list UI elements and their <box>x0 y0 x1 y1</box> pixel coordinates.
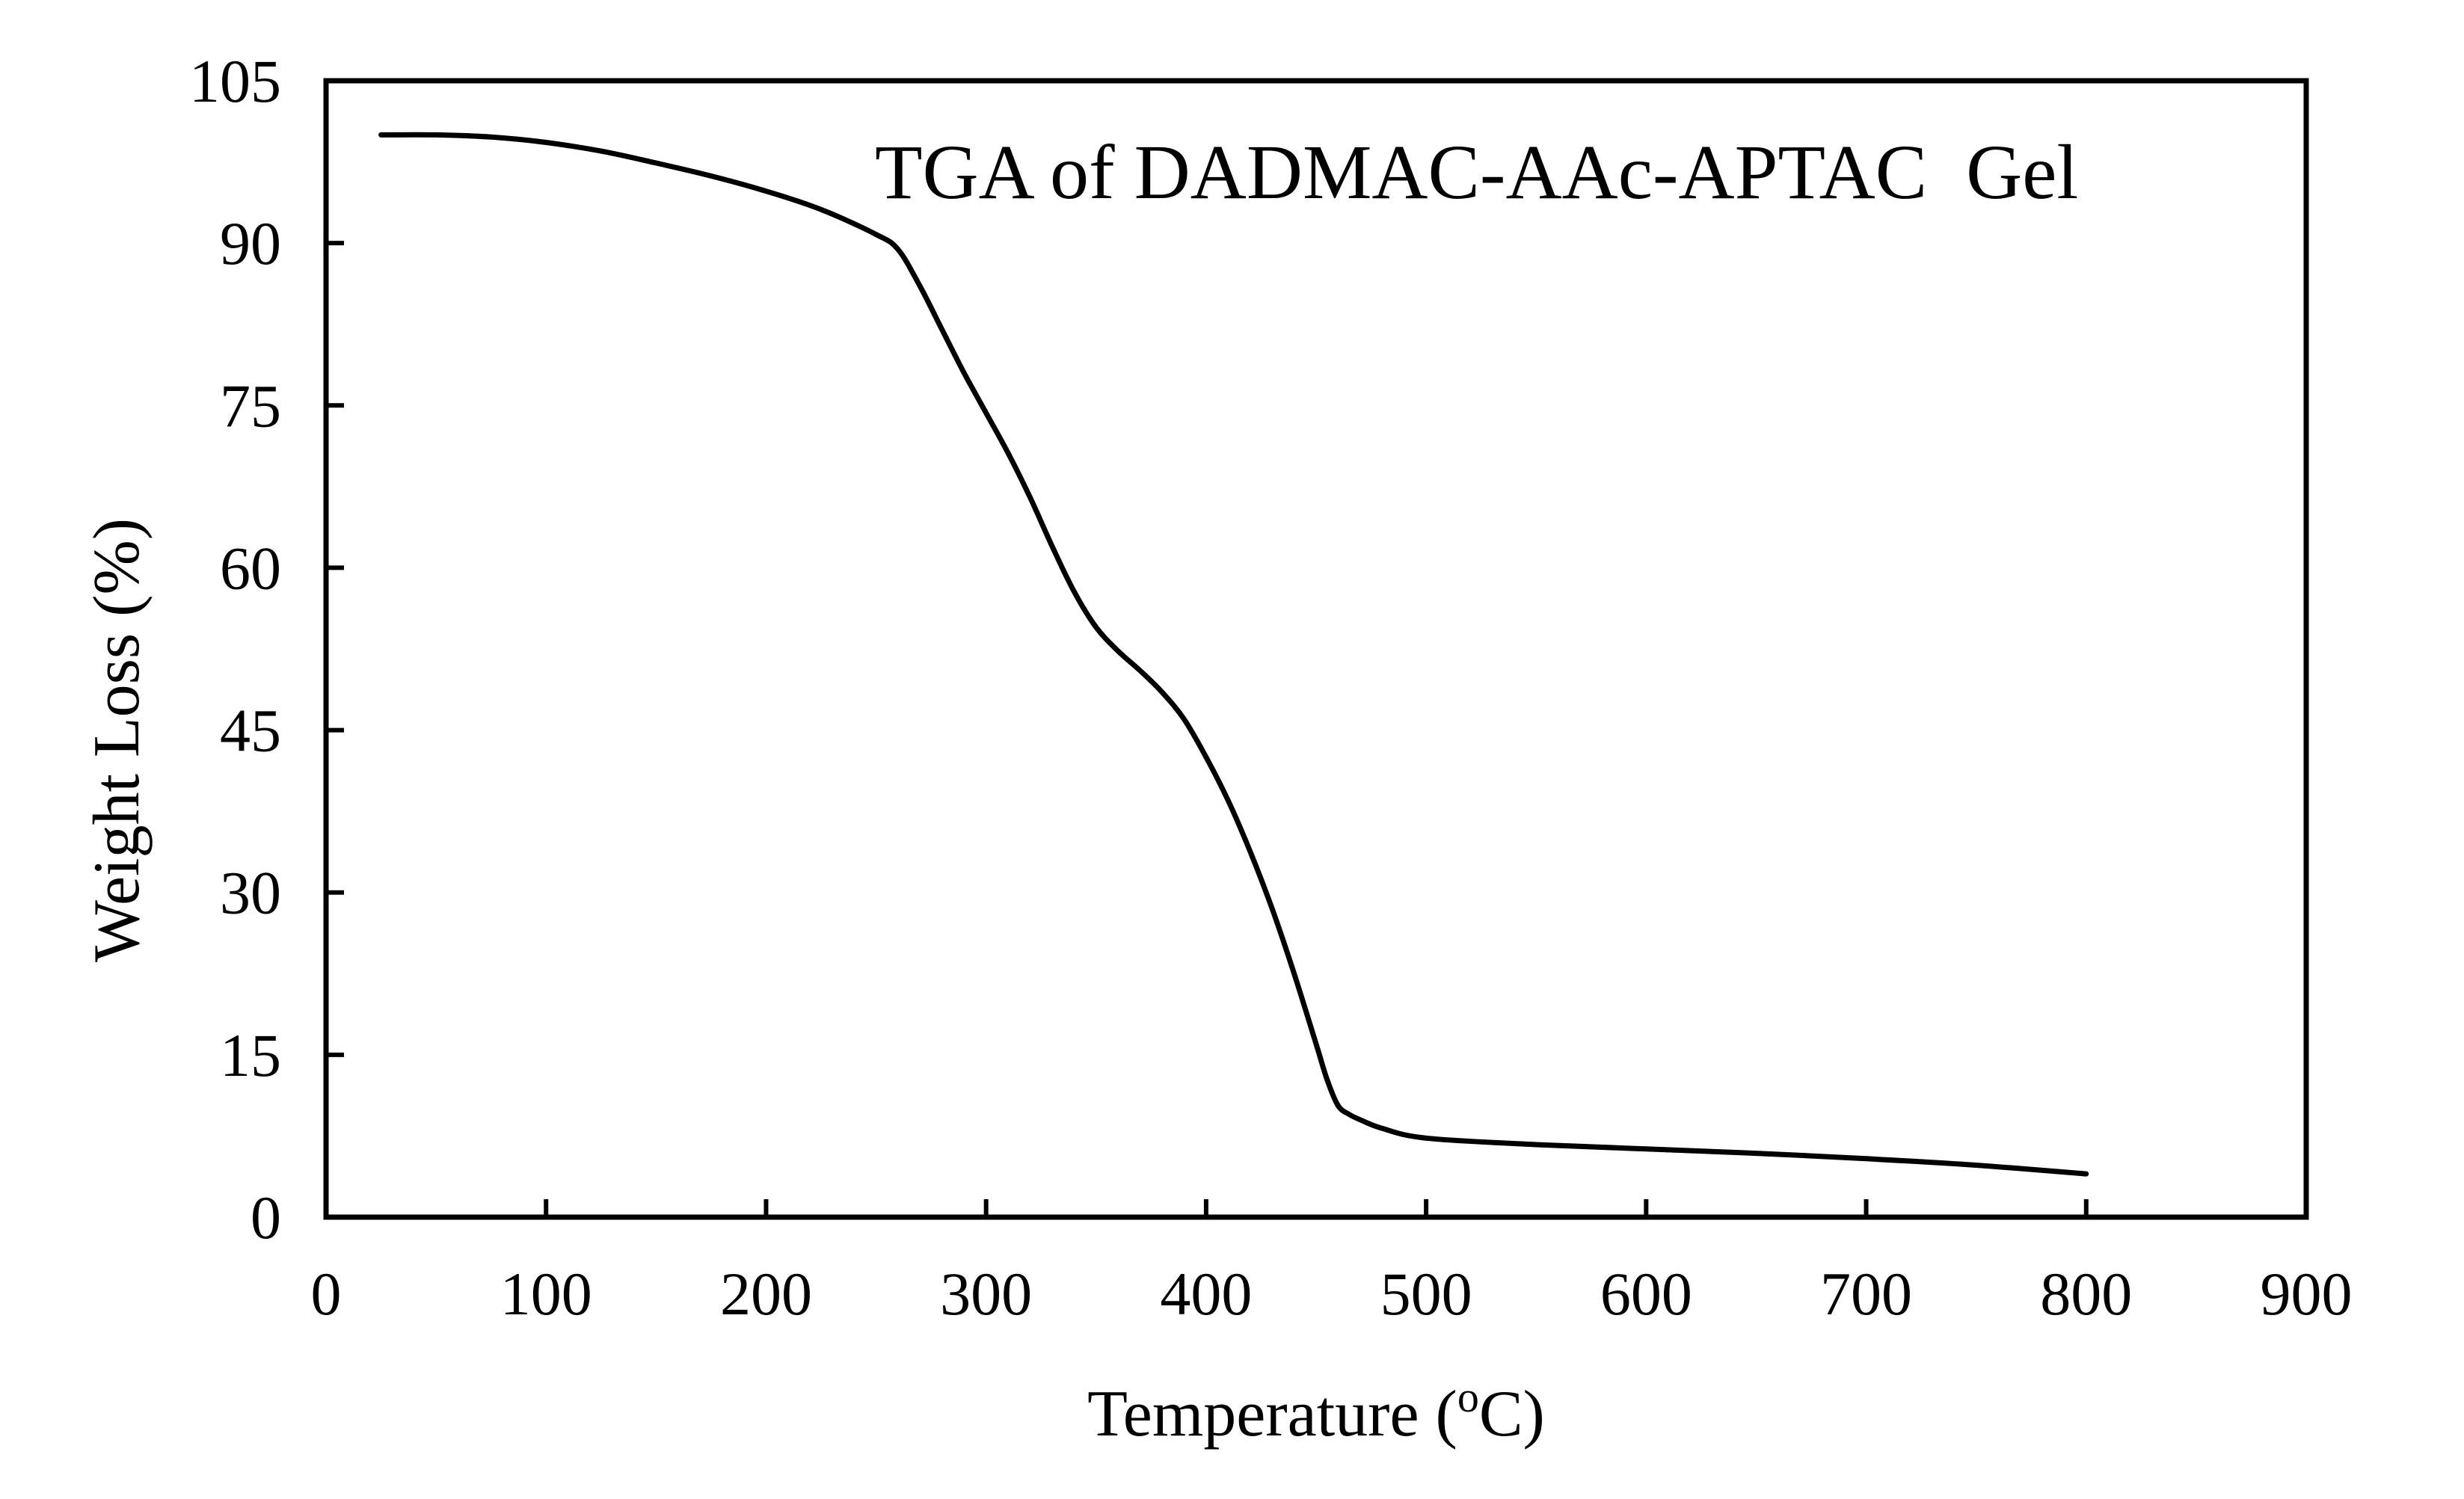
x-axis-title-superscript: o <box>1457 1373 1479 1421</box>
y-tick-label: 0 <box>251 1183 281 1252</box>
y-tick-label: 75 <box>220 372 281 440</box>
y-tick-label: 30 <box>220 859 281 927</box>
x-axis-title-unit: C) <box>1479 1378 1545 1450</box>
y-axis-title: Weight Loss (%) <box>81 518 153 962</box>
chart-title: TGA of DADMAC-AAc-APTAC Gel <box>875 129 2078 215</box>
x-tick-label: 800 <box>2040 1260 2132 1328</box>
x-tick-label: 0 <box>311 1260 342 1328</box>
x-axis-title: Temperature (oC) <box>1087 1373 1545 1450</box>
x-tick-label: 900 <box>2261 1260 2353 1328</box>
x-tick-label: 700 <box>1820 1260 1912 1328</box>
x-tick-label: 300 <box>940 1260 1032 1328</box>
y-axis: 0 15 30 45 60 75 90 105 <box>189 47 344 1252</box>
y-tick-label: 90 <box>220 209 281 277</box>
x-tick-label: 200 <box>720 1260 812 1328</box>
y-tick-label: 105 <box>189 47 281 115</box>
y-tick-label: 45 <box>220 697 281 765</box>
x-tick-label: 500 <box>1380 1260 1472 1328</box>
x-tick-label: 600 <box>1600 1260 1692 1328</box>
series-line-weight-loss <box>378 132 2089 1177</box>
x-axis: 0 100 200 300 400 500 600 700 800 900 <box>311 1199 2353 1328</box>
y-tick-label: 15 <box>220 1021 281 1089</box>
x-axis-title-text: Temperature ( <box>1087 1378 1457 1450</box>
x-tick-label: 100 <box>500 1260 592 1328</box>
y-tick-label: 60 <box>220 534 281 602</box>
plot-area-frame <box>323 78 2309 1220</box>
x-tick-label: 400 <box>1160 1260 1252 1328</box>
